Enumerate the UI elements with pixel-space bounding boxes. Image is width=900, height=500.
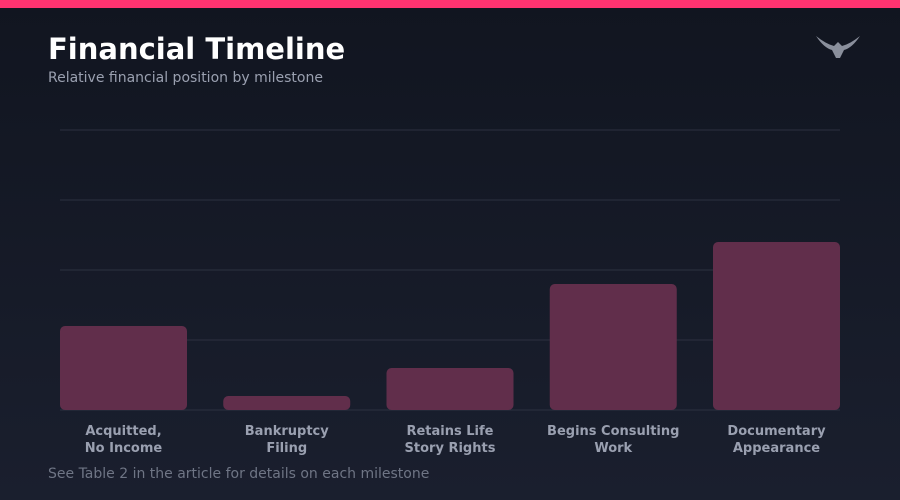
footnote: See Table 2 in the article for details o…: [48, 466, 430, 482]
x-tick-label: Begins Consulting Work: [547, 424, 680, 456]
logo: [816, 36, 860, 58]
bar: [549, 284, 677, 410]
x-tick-label: Acquitted, No Income: [84, 424, 163, 456]
bar: [223, 396, 351, 410]
bar: [60, 326, 187, 410]
chart-subtitle: Relative financial position by milestone: [48, 70, 323, 86]
bar: [386, 368, 514, 410]
x-tick-label: Bankruptcy Filing: [244, 424, 329, 456]
top-bar: [0, 0, 900, 8]
x-tick-label: Retains Life Story Rights: [404, 424, 496, 456]
x-tick-label: Documentary Appearance: [727, 424, 826, 456]
chart-title: Financial Timeline: [48, 32, 346, 66]
bar: [713, 242, 840, 410]
